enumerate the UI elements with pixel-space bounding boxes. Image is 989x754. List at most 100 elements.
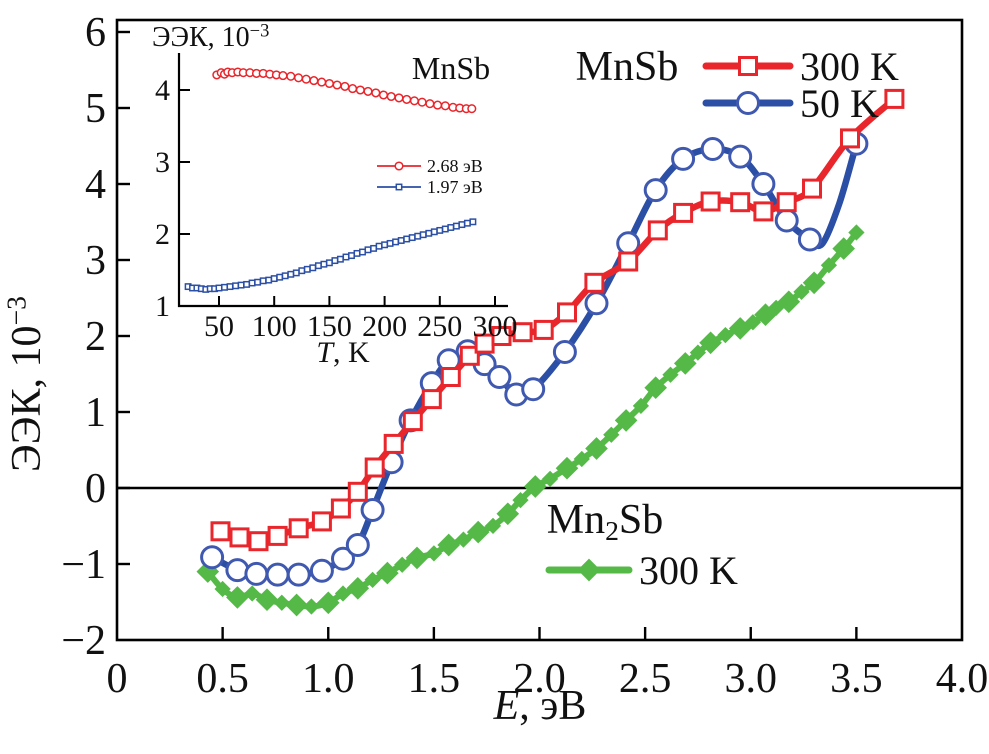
mnsb-300k-marker — [802, 178, 822, 199]
mn2sb-300k-marker — [573, 450, 590, 468]
mn2sb-300k-marker — [848, 224, 865, 241]
mnsb-300k-marker — [210, 521, 231, 542]
legend-entry-mnsb-300k: 300 K — [702, 44, 899, 89]
mnsb-300k-marker — [584, 272, 605, 293]
mnsb-300k-marker — [730, 192, 751, 213]
inset-197-marker — [276, 273, 284, 281]
mnsb-300k-marker — [700, 191, 721, 212]
inset-197-marker — [265, 276, 273, 284]
mn2sb-300k-marker — [577, 558, 601, 582]
main-x-axis-title: E, эВ — [493, 683, 587, 729]
inset-268-marker — [355, 85, 365, 95]
inset-y-tick-label: 1 — [155, 290, 170, 323]
inset-268-marker — [348, 84, 358, 94]
legend-mnsb: MnSb 300 K50 K — [576, 44, 899, 126]
inset-197-marker — [452, 222, 460, 230]
inset-197-marker — [309, 264, 317, 272]
mnsb-300k-marker — [267, 525, 288, 546]
inset-197-marker — [381, 241, 389, 249]
mn2sb-300k-marker — [689, 344, 707, 361]
mnsb-50k-marker — [265, 562, 290, 587]
inset-legend-label-inset-268: 2.68 эВ — [427, 156, 483, 176]
mn2sb-300k-marker — [717, 326, 734, 344]
mnsb-50k-marker — [797, 227, 822, 252]
mnsb-50k-marker — [286, 562, 311, 587]
legend-title-mnsb: MnSb — [576, 44, 679, 90]
main-x-tick-label: 4.0 — [936, 656, 989, 702]
inset-197-marker — [221, 283, 228, 291]
inset-268-marker — [332, 80, 342, 90]
mnsb-50k-marker — [487, 365, 512, 389]
inset-197-marker — [447, 224, 455, 231]
mnsb-300k-marker — [248, 531, 269, 552]
inset-x-tick-label: 250 — [417, 310, 462, 343]
inset-x-tick-label: 150 — [307, 310, 352, 343]
inset-197-marker — [298, 267, 306, 275]
inset-197-marker — [342, 253, 350, 261]
inset-268-marker — [340, 81, 350, 91]
inset-197-marker — [436, 226, 444, 234]
inset-plot: 50 100 150 200 250 300 1 2 3 4 ЭЭК, 10−3 T, K MnSb 2.… — [152, 22, 518, 370]
inset-197-marker — [414, 232, 422, 240]
mn2sb-300k-marker — [744, 314, 762, 331]
inset-197-marker — [430, 228, 438, 236]
inset-197-marker — [303, 265, 311, 273]
inset-197-marker — [469, 218, 477, 226]
inset-197-marker — [386, 239, 394, 247]
mnsb-300k-marker — [440, 367, 461, 387]
mnsb-300k-marker — [647, 220, 668, 241]
inset-268-marker — [317, 77, 327, 87]
main-y-tick-label: 4 — [85, 162, 106, 208]
inset-197-marker — [364, 246, 372, 254]
mnsb-50k-marker — [244, 561, 269, 586]
mnsb-50k-marker — [700, 137, 725, 161]
inset-268-marker — [309, 76, 319, 86]
inset-197-marker — [325, 259, 333, 267]
mnsb-300k-marker — [347, 481, 368, 502]
mnsb-300k-marker — [421, 389, 442, 410]
inset-197-marker — [281, 272, 289, 280]
inset-268-marker — [394, 161, 404, 171]
mnsb-50k-marker — [643, 178, 668, 203]
inset-197-marker — [254, 278, 262, 286]
inset-y-axis-title: ЭЭК, 10−3 — [152, 22, 269, 54]
mnsb-300k-marker — [383, 433, 404, 454]
mn2sb-300k-marker — [662, 366, 679, 383]
inset-197-marker — [215, 284, 223, 292]
mn2sb-300k-marker — [541, 470, 559, 487]
inset-x-tick-label: 200 — [362, 310, 407, 343]
mnsb-50k-marker — [751, 172, 776, 196]
inset-197-marker — [375, 242, 383, 250]
inset-197-marker — [226, 283, 234, 291]
main-axes: 0 0.5 1.0 1.5 2.0 2.5 3.0 3.5 4.0 6 5 4 3 2 1 0 −1 −2 — [61, 10, 988, 702]
mnsb-50k-marker — [774, 208, 799, 233]
main-y-axis-title: ЭЭК, 10−3 — [1, 296, 50, 472]
mnsb-300k-marker — [673, 202, 694, 223]
inset-197-marker — [259, 277, 267, 285]
legend-label-mnsb-300k: 300 K — [800, 44, 899, 89]
inset-268-marker — [363, 86, 373, 96]
mnsb-300k-marker — [884, 88, 905, 109]
legend-entry-mnsb-50k: 50 K — [702, 81, 879, 126]
series-mn2sb-300k — [196, 224, 865, 617]
inset-268-marker — [467, 104, 477, 114]
mnsb-50k-marker — [225, 558, 250, 583]
mnsb-300k-marker — [288, 518, 309, 539]
inset-268-marker — [286, 71, 296, 81]
mnsb-50k-marker — [584, 291, 609, 316]
mnsb-300k-marker — [557, 302, 577, 323]
main-y-tick-label: −1 — [61, 542, 106, 588]
inset-197-marker — [370, 244, 378, 252]
inset-197-marker — [314, 262, 322, 270]
inset-268-marker — [301, 74, 311, 84]
inset-197-marker — [270, 275, 278, 283]
main-y-tick-label: 1 — [85, 390, 106, 436]
mnsb-50k-marker — [728, 144, 753, 169]
main-x-tick-label: 3.5 — [830, 656, 883, 702]
inset-197-marker — [248, 279, 256, 287]
main-x-tick-label: 2.0 — [513, 656, 566, 702]
inset-197-marker — [419, 231, 427, 239]
inset-y-tick-label: 3 — [155, 146, 170, 179]
mnsb-50k-marker — [331, 546, 355, 571]
mn2sb-300k-marker — [793, 283, 810, 300]
